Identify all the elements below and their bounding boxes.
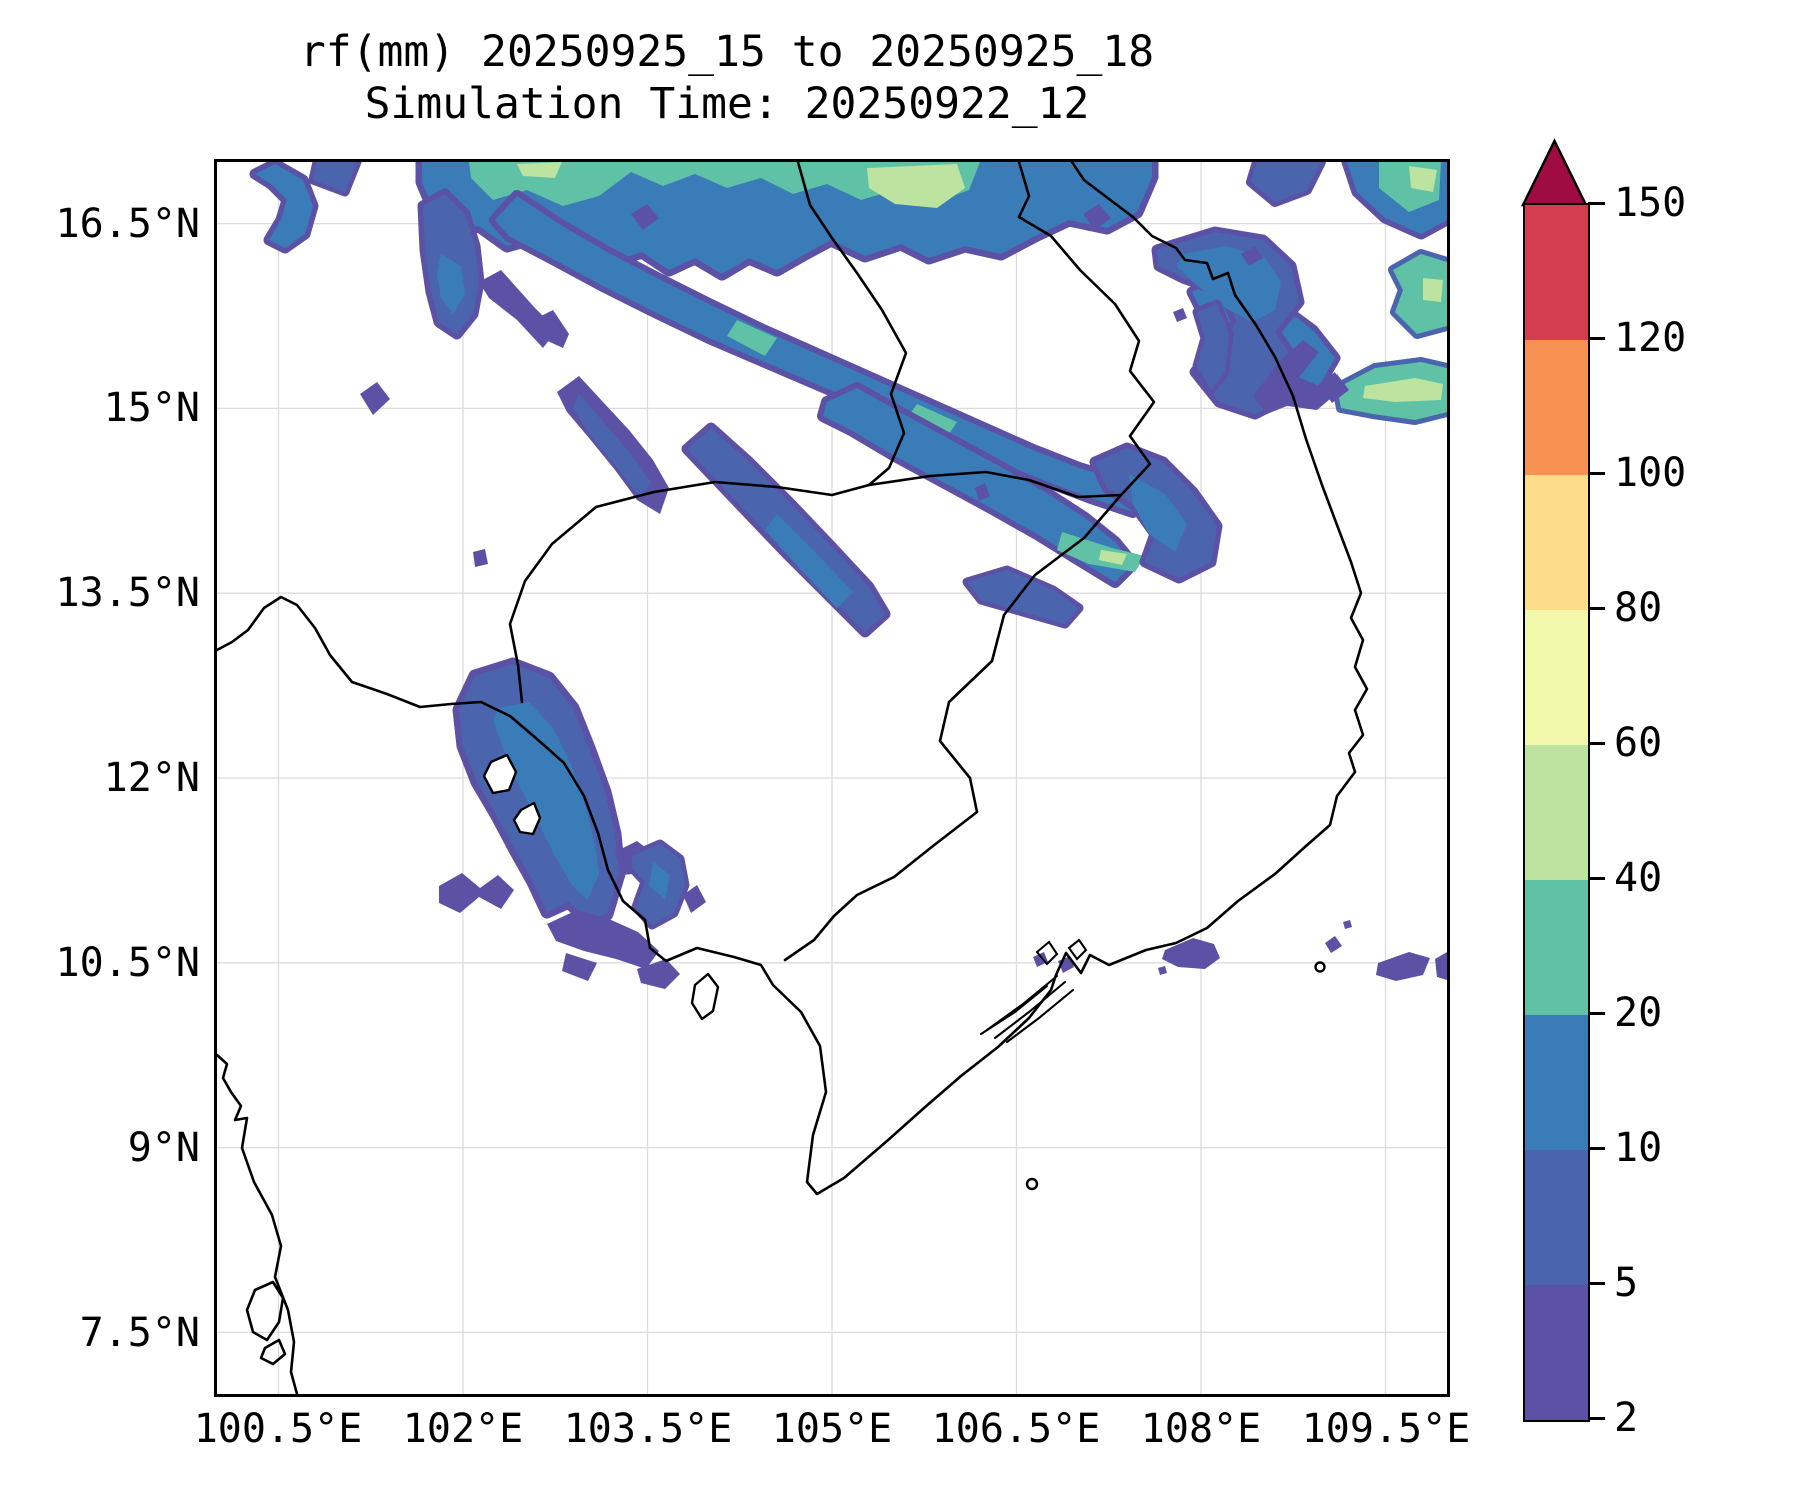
lat-tick-15n: 15°N [103, 385, 200, 431]
colorbar-seg-60-80 [1525, 610, 1588, 745]
colorbar-tick [1588, 1416, 1605, 1420]
border-laos-vietnam [783, 162, 1156, 962]
colorbar [1523, 203, 1590, 1422]
colorbar-label-20: 20 [1614, 990, 1663, 1036]
colorbar-over-arrow [1520, 138, 1589, 207]
colorbar-tick [1588, 201, 1605, 205]
lon-tick-108e: 108°E [1140, 1406, 1262, 1452]
lon-tick-103-5e: 103.5°E [563, 1406, 733, 1452]
border-laos-cambodia [867, 470, 1123, 499]
colorbar-label-80: 80 [1614, 585, 1663, 631]
lat-tick-12n: 12°N [103, 755, 200, 801]
colorbar-label-60: 60 [1614, 720, 1663, 766]
lat-tick-7-5n: 7.5°N [79, 1310, 200, 1356]
colorbar-tick [1588, 741, 1605, 745]
colorbar-seg-20-40 [1525, 880, 1588, 1015]
coastlines-borders [217, 162, 1369, 1394]
lon-tick-102e: 102°E [402, 1406, 524, 1452]
lat-tick-13-5n: 13.5°N [55, 570, 201, 616]
colorbar-seg-40-60 [1525, 745, 1588, 880]
border-thai-laos-cambodia [508, 162, 908, 704]
lon-tick-100-5e: 100.5°E [193, 1406, 363, 1452]
colorbar-tick [1588, 471, 1605, 475]
plot-title: rf(mm) 20250925_15 to 20250925_18 [299, 27, 1155, 77]
title-block: rf(mm) 20250925_15 to 20250925_18 Simula… [0, 26, 1454, 130]
colorbar-label-40: 40 [1614, 855, 1663, 901]
lon-tick-106-5e: 106.5°E [931, 1406, 1101, 1452]
lat-tick-16-5n: 16.5°N [55, 201, 201, 247]
lon-tick-109-5e: 109.5°E [1301, 1406, 1471, 1452]
colorbar-tick [1588, 336, 1605, 340]
colorbar-label-100: 100 [1614, 450, 1687, 496]
map-axes [214, 159, 1450, 1397]
colorbar-label-150: 150 [1614, 180, 1687, 226]
colorbar-seg-80-100 [1525, 475, 1588, 610]
islands [482, 753, 1326, 1191]
plot-subtitle: Simulation Time: 20250922_12 [364, 79, 1090, 129]
colorbar-seg-100-120 [1525, 340, 1588, 475]
mekong-delta-channels [979, 938, 1088, 1044]
colorbar-seg-120-150 [1525, 205, 1588, 340]
lat-tick-9n: 9°N [127, 1125, 200, 1171]
rainfall-contours [249, 162, 1447, 989]
colorbar-label-120: 120 [1614, 315, 1687, 361]
colorbar-label-2: 2 [1614, 1395, 1639, 1441]
colorbar-tick [1588, 1011, 1605, 1015]
songkhla-lagoon [245, 1280, 285, 1342]
colorbar-label-10: 10 [1614, 1125, 1663, 1171]
colorbar-tick [1588, 1281, 1605, 1285]
colorbar-seg-2-5 [1525, 1285, 1588, 1420]
colorbar-seg-10-20 [1525, 1015, 1588, 1150]
lat-tick-10-5n: 10.5°N [55, 940, 201, 986]
map-plot-area [217, 162, 1447, 1394]
lon-tick-105e: 105°E [771, 1406, 893, 1452]
colorbar-tick [1588, 1146, 1605, 1150]
colorbar-tick [1588, 606, 1605, 610]
coastline-indochina [217, 162, 1369, 1196]
colorbar-label-5: 5 [1614, 1260, 1639, 1306]
coastline-thai-peninsula [217, 1053, 299, 1394]
colorbar-seg-5-10 [1525, 1150, 1588, 1285]
colorbar-tick [1588, 876, 1605, 880]
